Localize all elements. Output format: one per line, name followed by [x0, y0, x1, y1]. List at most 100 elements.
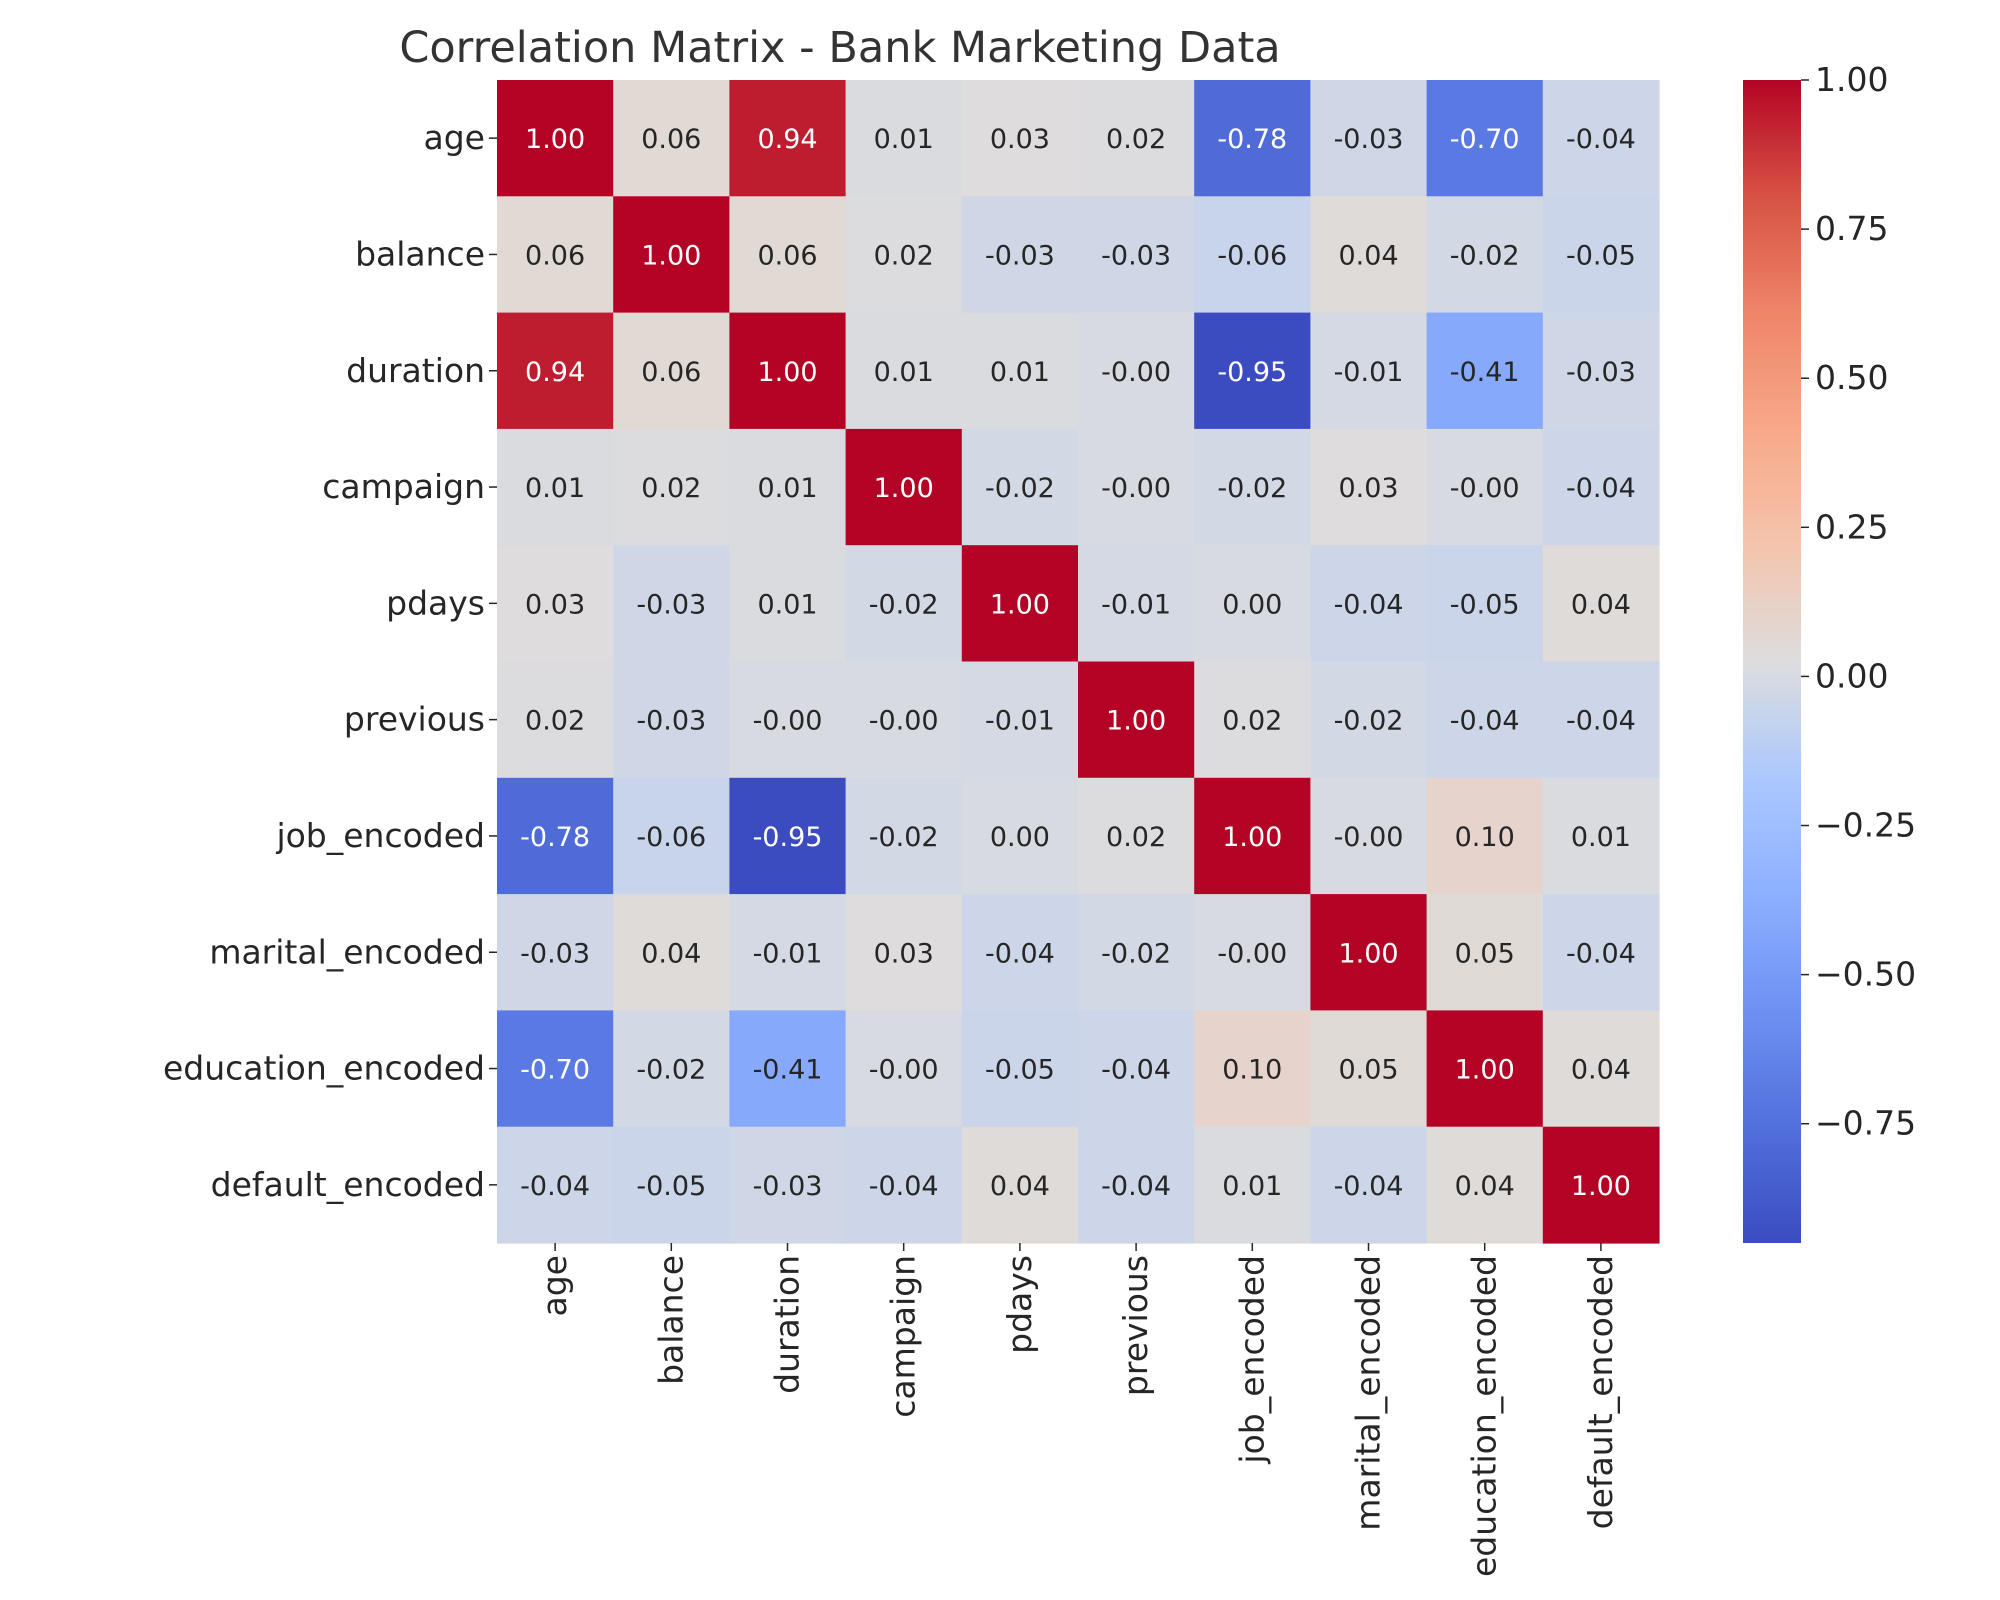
heatmap-cell: [729, 545, 847, 663]
cell-annotation: 0.01: [874, 357, 934, 388]
cell-annotation: 0.00: [1222, 589, 1282, 620]
heatmap-cell: [1426, 80, 1544, 197]
heatmap-cell: [497, 545, 614, 663]
row-tick-label: previous: [344, 700, 485, 739]
heatmap-cell: [729, 196, 847, 314]
cell-annotation: -0.04: [985, 938, 1055, 969]
cell-annotation: -0.02: [869, 589, 939, 620]
cell-annotation: 0.02: [1106, 822, 1166, 853]
heatmap-cell: [613, 312, 730, 430]
cell-annotation: 0.06: [641, 124, 701, 155]
heatmap-cell: [1310, 80, 1428, 197]
heatmap-cell: [1426, 661, 1544, 779]
heatmap-cell: [1078, 80, 1195, 197]
colorbar-ticks: 1.00 0.75 0.50 0.25 0.00 −0.25 −0.50 −0.75: [1801, 60, 1916, 1143]
row-tick-label: job_encoded: [275, 816, 485, 855]
colorbar: 1.00 0.75 0.50 0.25 0.00 −0.25 −0.50 −0.75: [1743, 60, 1916, 1243]
cell-annotation: 1.00: [641, 240, 701, 271]
cell-annotation: 0.04: [1571, 1055, 1631, 1086]
heatmap-cell: [1194, 428, 1311, 546]
heatmap-cell: [1310, 428, 1428, 546]
cell-annotation: -0.00: [1334, 822, 1404, 853]
col-tick-label: previous: [1116, 1255, 1155, 1396]
colorbar-tick-label: −0.25: [1815, 806, 1916, 845]
cell-annotation: 1.00: [525, 124, 585, 155]
heatmap-cell: [613, 661, 730, 779]
heatmap-cell: [961, 1010, 1079, 1128]
cell-annotation: 0.04: [1455, 1171, 1515, 1202]
heatmap-cell: [1542, 196, 1660, 314]
cell-annotation: -0.04: [1566, 938, 1636, 969]
cell-annotation: 0.04: [1338, 240, 1398, 271]
cell-annotation: -0.78: [520, 822, 590, 853]
heatmap-cell: [1078, 196, 1195, 314]
cell-annotation: 0.02: [1222, 706, 1282, 737]
heatmap-cell: [497, 1126, 614, 1244]
cell-annotation: -0.02: [1217, 473, 1287, 504]
heatmap-cell: [845, 312, 963, 430]
cell-annotation: -0.70: [1450, 124, 1520, 155]
cell-annotation: 0.03: [525, 589, 585, 620]
row-tick-label: default_encoded: [211, 1165, 485, 1204]
heatmap-cell: [961, 1126, 1079, 1244]
heatmap-cell: [1194, 545, 1311, 663]
cell-annotation: 0.06: [525, 240, 585, 271]
heatmap-cell: [497, 661, 614, 779]
row-tick-label: pdays: [386, 583, 485, 622]
cell-annotation: 1.00: [1338, 938, 1398, 969]
cell-annotation: 0.03: [990, 124, 1050, 155]
cell-annotation: -0.00: [1217, 938, 1287, 969]
heatmap-cell: [1542, 777, 1660, 895]
colorbar-tick-label: −0.75: [1815, 1104, 1916, 1143]
heatmap-cell: [1426, 312, 1544, 430]
heatmap-cell: [1194, 1126, 1311, 1244]
heatmap-cell: [845, 1126, 963, 1244]
heatmap-cell: [1194, 1010, 1311, 1128]
heatmap-cell: [1426, 894, 1544, 1011]
cell-annotation: 0.01: [990, 357, 1050, 388]
col-tick-label: marital_encoded: [1349, 1255, 1388, 1531]
cell-annotation: -0.02: [1101, 938, 1171, 969]
heatmap-cell: [729, 661, 847, 779]
heatmap-cell: [1194, 196, 1311, 314]
heatmap-cell: [497, 196, 614, 314]
row-tick-label: duration: [346, 351, 485, 390]
heatmap-cell: [961, 661, 1079, 779]
heatmap-cell: [1542, 428, 1660, 546]
heatmap-cell: [1310, 894, 1428, 1011]
heatmap-cell: [1194, 777, 1311, 895]
cell-annotation: 0.06: [641, 357, 701, 388]
cell-annotation: -0.00: [753, 706, 823, 737]
heatmap-cell: [1310, 1010, 1428, 1128]
cell-annotation: -0.00: [869, 1055, 939, 1086]
colorbar-gradient: [1743, 80, 1801, 1243]
col-tick-label: balance: [651, 1255, 690, 1385]
cell-annotation: -0.70: [520, 1055, 590, 1086]
col-tick-label: pdays: [1000, 1255, 1039, 1354]
cell-annotation: 0.94: [525, 357, 585, 388]
cell-annotation: -0.04: [1450, 706, 1520, 737]
cell-annotation: -0.02: [985, 473, 1055, 504]
cell-annotation: 0.06: [757, 240, 817, 271]
cell-annotation: 0.04: [641, 938, 701, 969]
cell-annotation: 0.01: [525, 473, 585, 504]
heatmap-cell: [1426, 1010, 1544, 1128]
cell-annotation: -0.02: [1450, 240, 1520, 271]
heatmap-cell: [845, 1010, 963, 1128]
row-tick-label: marital_encoded: [209, 932, 485, 971]
cell-annotation: -0.03: [753, 1171, 823, 1202]
colorbar-tick-label: −0.50: [1815, 955, 1916, 994]
cell-annotation: 1.00: [1106, 706, 1166, 737]
heatmap-cell: [845, 80, 963, 197]
cell-annotation: -0.00: [1101, 357, 1171, 388]
cell-annotation: -0.00: [869, 706, 939, 737]
heatmap-cell: [1426, 777, 1544, 895]
heatmap-cell: [1310, 545, 1428, 663]
heatmap-cell: [1542, 894, 1660, 1011]
cell-annotation: 0.01: [757, 473, 817, 504]
heatmap-cell: [613, 777, 730, 895]
cell-annotation: -0.03: [636, 706, 706, 737]
cell-annotation: -0.01: [1334, 357, 1404, 388]
row-tick-label: education_encoded: [163, 1049, 485, 1088]
cell-annotation: -0.02: [869, 822, 939, 853]
